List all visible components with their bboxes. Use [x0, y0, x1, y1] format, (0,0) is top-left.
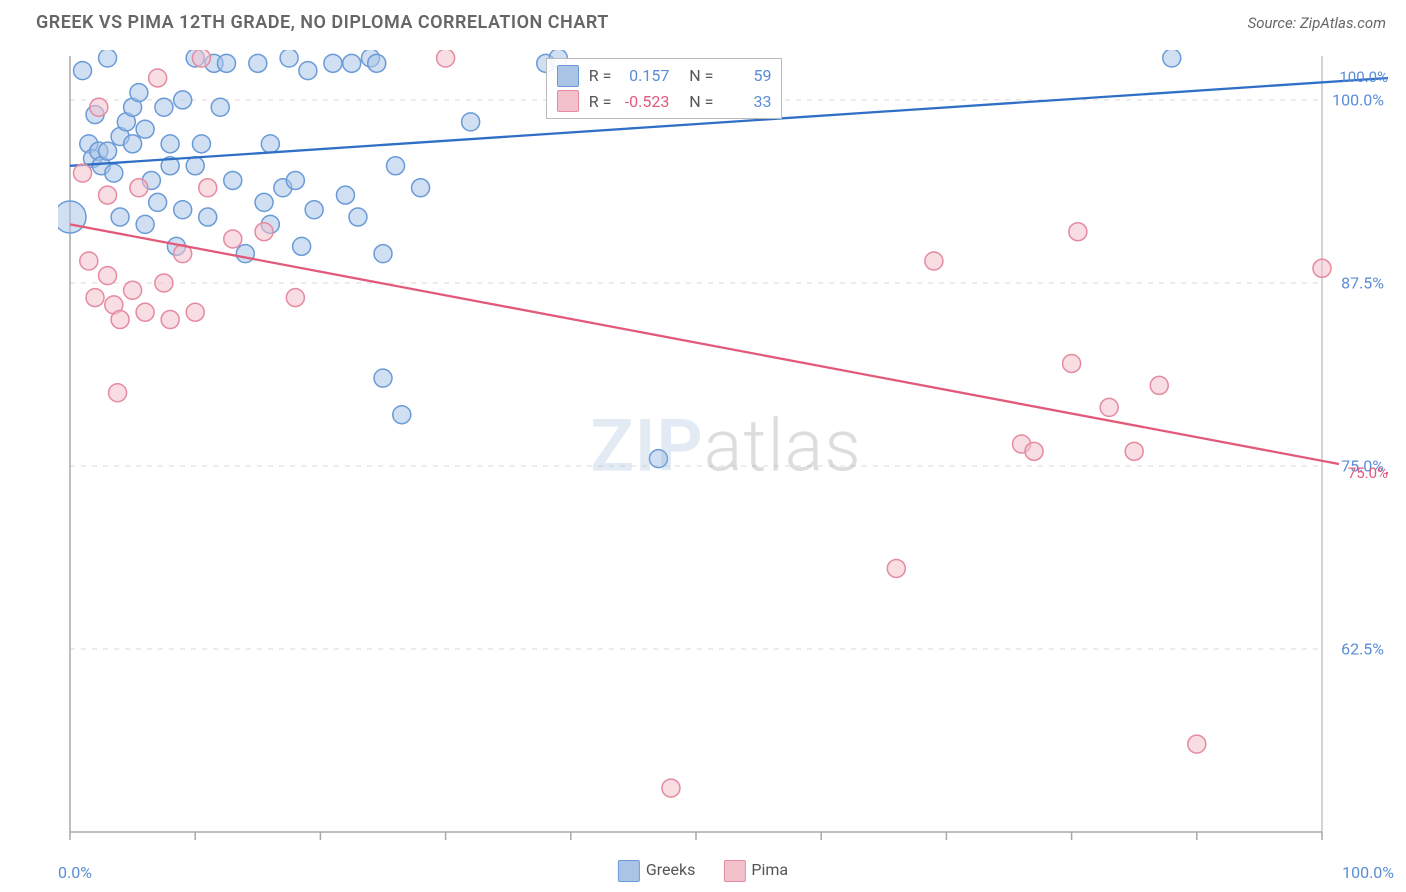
- chart-title: GREEK VS PIMA 12TH GRADE, NO DIPLOMA COR…: [36, 12, 609, 33]
- legend-label: Greeks: [646, 860, 696, 879]
- y-grid-label: 62.5%: [1339, 639, 1386, 658]
- x-tick-0: 0.0%: [58, 863, 92, 882]
- legend: Greeks Pima: [618, 860, 788, 882]
- info-swatch: [557, 65, 579, 87]
- chart-area: 62.5% 75.0% 87.5% 100.0% R =0.157 N =59R =-…: [58, 50, 1394, 842]
- legend-swatch: [723, 860, 745, 882]
- info-swatch: [557, 90, 579, 112]
- legend-label: Pima: [751, 860, 788, 879]
- legend-swatch: [618, 860, 640, 882]
- blue-line-end-label: 100.0%: [1339, 68, 1388, 86]
- x-tick-100: 100.0%: [1342, 863, 1394, 882]
- info-row: R =0.157 N =59: [557, 63, 772, 89]
- scatter-chart-svg: [58, 50, 1394, 842]
- y-grid-label: 87.5%: [1339, 273, 1386, 292]
- y-grid-label: 100.0%: [1330, 90, 1386, 109]
- legend-item: Pima: [723, 860, 788, 882]
- legend-item: Greeks: [618, 860, 696, 882]
- info-row: R =-0.523 N =33: [557, 89, 772, 115]
- correlation-info-box: R =0.157 N =59R =-0.523 N =33: [546, 58, 783, 119]
- pink-line-end-label: 75.0%: [1348, 464, 1388, 482]
- chart-header: GREEK VS PIMA 12TH GRADE, NO DIPLOMA COR…: [0, 0, 1406, 39]
- chart-source: Source: ZipAtlas.com: [1248, 14, 1386, 32]
